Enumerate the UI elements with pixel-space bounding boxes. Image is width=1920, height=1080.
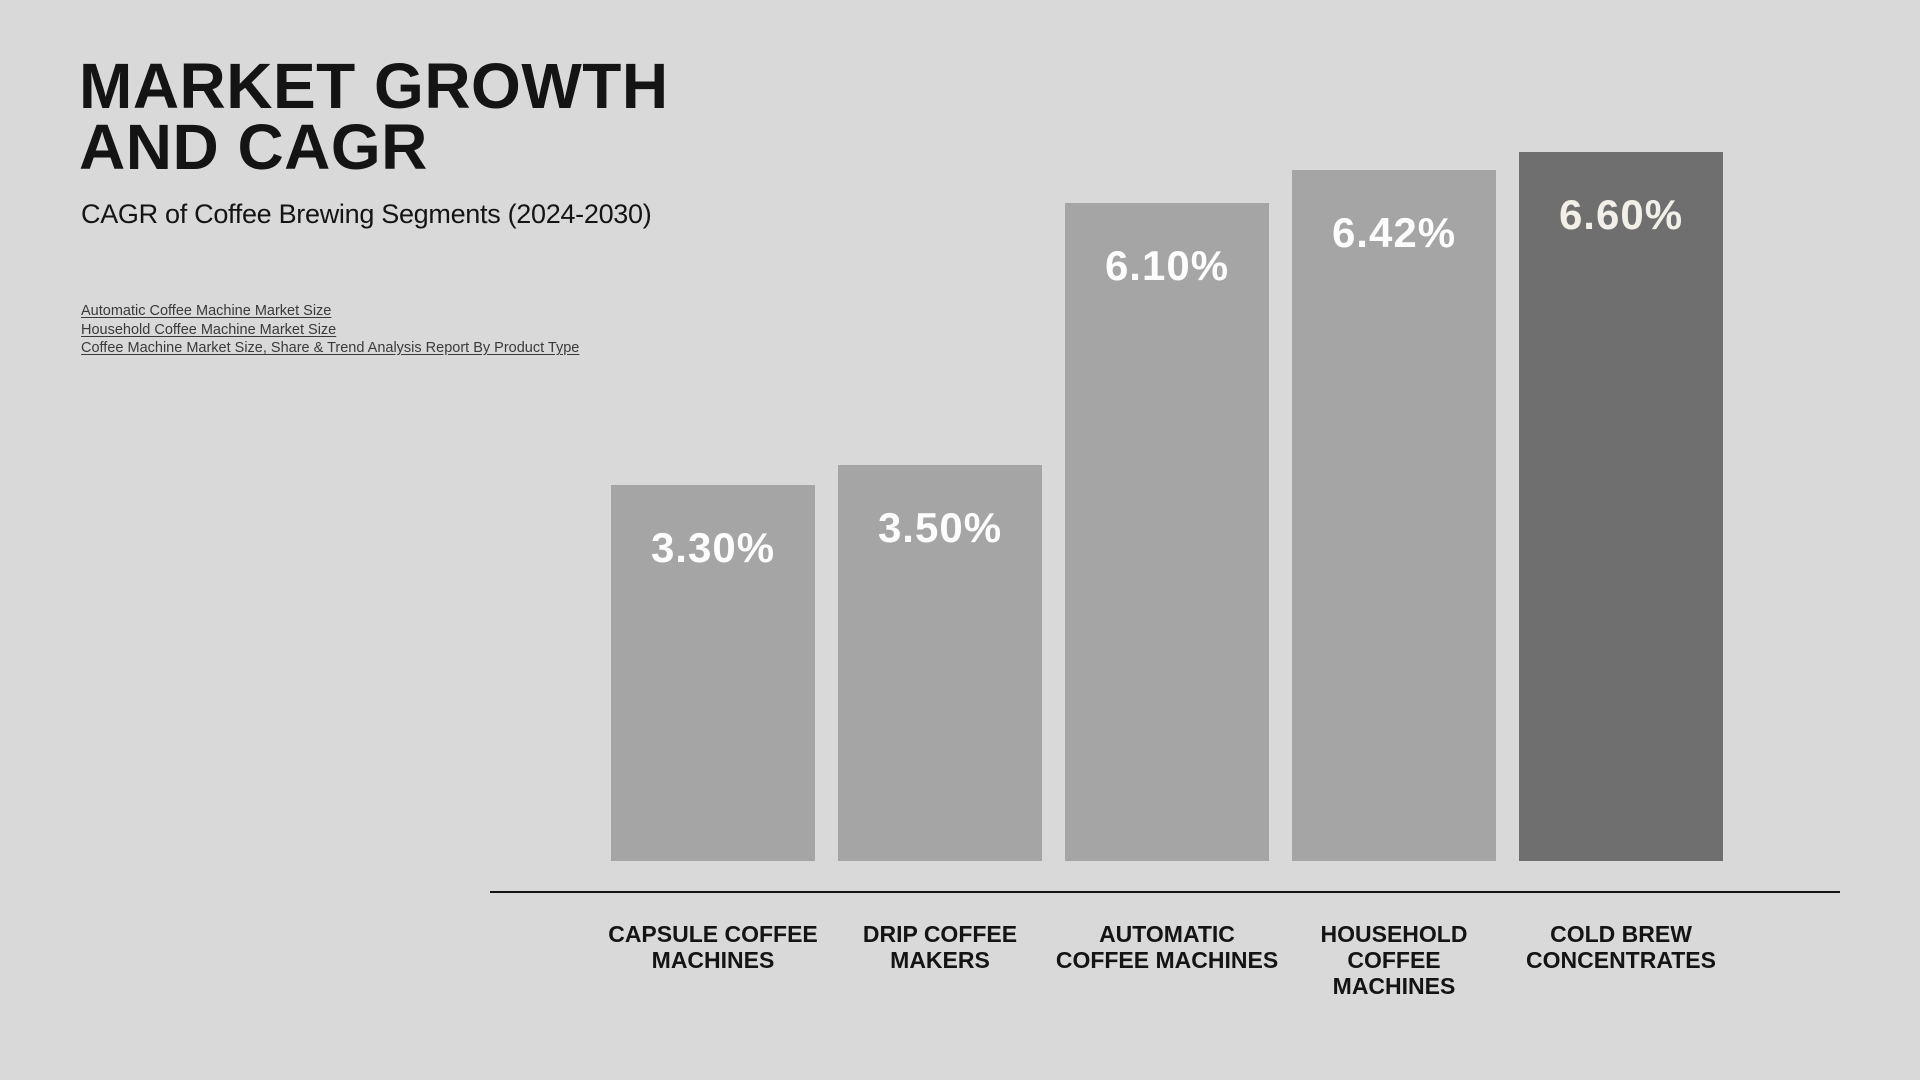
category-label-cold-brew-concentrates: COLD BREW CONCENTRATES — [1526, 921, 1716, 973]
bar-value-automatic: 6.10% — [1104, 242, 1230, 289]
bar-value-drip: 3.50% — [877, 504, 1003, 551]
page-title: MARKET GROWTH AND CAGR — [79, 50, 669, 183]
source-link-household-coffee-machine[interactable]: Household Coffee Machine Market Size — [81, 321, 337, 338]
bar-cold-brew-concentrates: 6.60% — [1519, 152, 1723, 861]
x-axis-line — [490, 891, 1840, 893]
source-links: Automatic Coffee Machine Market Size Hou… — [81, 303, 580, 357]
chart-subtitle: CAGR of Coffee Brewing Segments (2024-20… — [81, 199, 652, 229]
bar-value-cold-brew: 6.60% — [1558, 191, 1684, 238]
source-link-automatic-coffee-machine[interactable]: Automatic Coffee Machine Market Size — [81, 303, 332, 319]
category-label-drip-coffee-makers: DRIP COFFEE MAKERS — [862, 921, 1018, 973]
bar-automatic-coffee-machines: 6.10% — [1065, 203, 1269, 861]
bar-value-capsule: 3.30% — [650, 524, 776, 571]
source-link-market-report[interactable]: Coffee Machine Market Size, Share & Tren… — [81, 340, 580, 356]
bar-capsule-coffee-machines: 3.30% — [611, 485, 815, 861]
category-label-automatic-coffee-machines: AUTOMATIC COFFEE MACHINES — [1055, 921, 1279, 973]
bar-drip-coffee-makers: 3.50% — [838, 465, 1042, 861]
bar-household-coffee-machines: 6.42% — [1292, 170, 1496, 861]
bar-value-household: 6.42% — [1331, 209, 1457, 256]
category-label-capsule-coffee-machines: CAPSULE COFFEE MACHINES — [608, 921, 818, 973]
category-label-household-coffee-machines: HOUSEHOLD COFFEE MACHINES — [1320, 921, 1468, 999]
